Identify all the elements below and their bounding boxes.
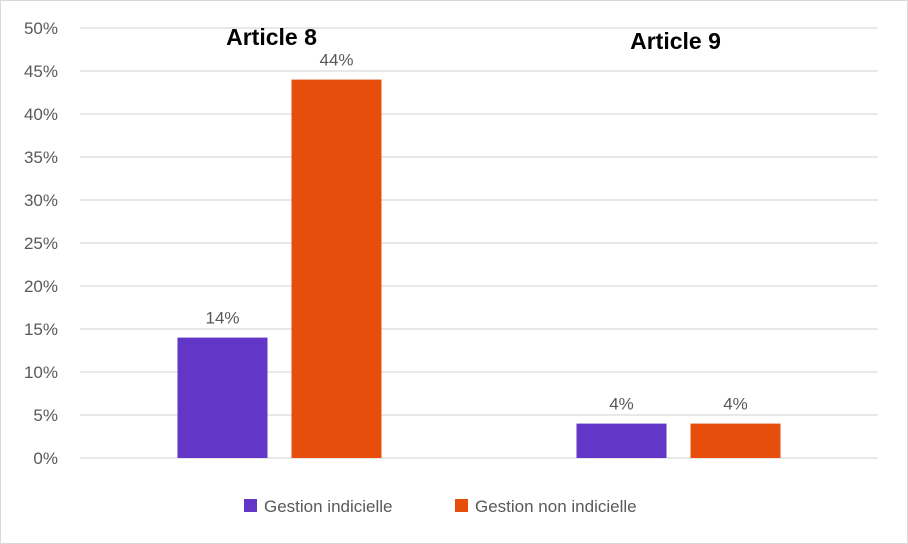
- bar: [690, 423, 781, 458]
- legend-swatch: [244, 499, 257, 512]
- category-label: Article 8: [226, 24, 317, 50]
- y-tick-label: 20%: [24, 277, 58, 296]
- y-tick-label: 0%: [33, 449, 58, 468]
- data-label: 14%: [205, 309, 239, 328]
- y-axis: 0% 5% 10% 15% 20% 25% 30% 35% 40% 45% 50%: [24, 19, 58, 468]
- bar: [177, 337, 268, 458]
- bar: [291, 79, 382, 458]
- y-tick-label: 35%: [24, 148, 58, 167]
- category-label: Article 9: [630, 28, 721, 54]
- legend-label: Gestion indicielle: [264, 497, 393, 516]
- legend-label: Gestion non indicielle: [475, 497, 637, 516]
- data-labels: 14% 44% 4% 4%: [205, 51, 747, 414]
- data-label: 4%: [609, 395, 634, 414]
- bar: [576, 423, 667, 458]
- y-tick-label: 45%: [24, 62, 58, 81]
- y-tick-label: 5%: [33, 406, 58, 425]
- y-tick-label: 15%: [24, 320, 58, 339]
- bars: [177, 79, 781, 458]
- y-tick-label: 50%: [24, 19, 58, 38]
- category-labels: Article 8 Article 9: [226, 24, 721, 54]
- y-tick-label: 30%: [24, 191, 58, 210]
- legend: Gestion indicielle Gestion non indicielle: [244, 497, 637, 516]
- legend-swatch: [455, 499, 468, 512]
- y-tick-label: 40%: [24, 105, 58, 124]
- y-tick-label: 25%: [24, 234, 58, 253]
- y-tick-label: 10%: [24, 363, 58, 382]
- data-label: 4%: [723, 395, 748, 414]
- data-label: 44%: [319, 51, 353, 70]
